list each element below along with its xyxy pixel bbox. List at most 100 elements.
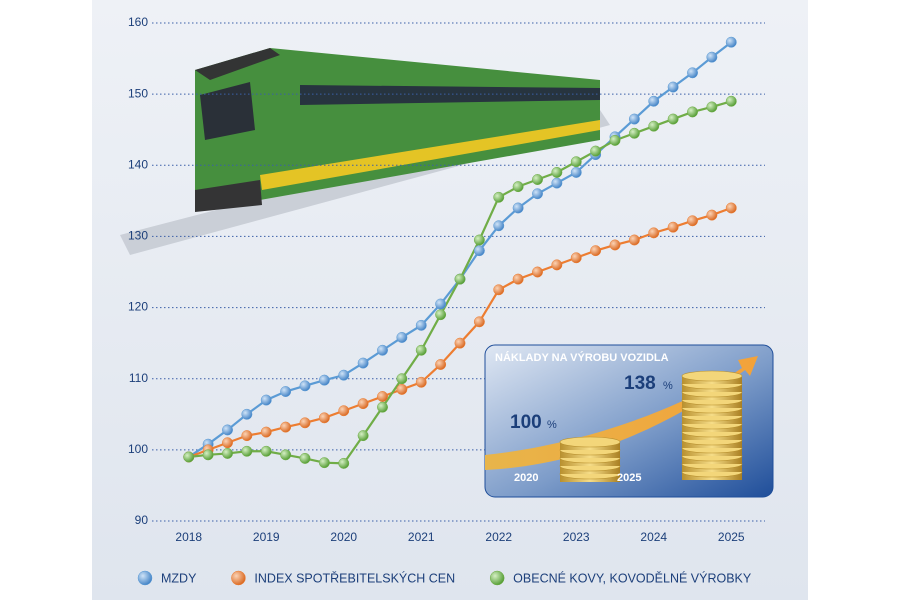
- y-tick-label: 160: [128, 15, 148, 29]
- data-point: [532, 188, 543, 200]
- data-point: [706, 209, 718, 221]
- series-group: [183, 36, 737, 469]
- data-point: [454, 337, 466, 349]
- data-point: [241, 445, 253, 457]
- data-point: [725, 36, 737, 48]
- x-tick-label: 2022: [485, 530, 512, 544]
- inset-unit: %: [547, 419, 557, 431]
- x-tick-label: 2018: [175, 530, 202, 544]
- y-tick-label: 150: [128, 86, 148, 100]
- data-point: [222, 447, 233, 459]
- data-point: [415, 319, 427, 331]
- x-tick-label: 2024: [640, 530, 667, 544]
- data-point: [706, 51, 718, 63]
- data-point: [338, 457, 350, 469]
- data-point: [222, 424, 233, 436]
- data-point: [241, 408, 253, 420]
- data-point: [687, 215, 698, 227]
- y-tick-label: 110: [129, 371, 148, 385]
- data-point: [435, 359, 447, 370]
- data-point: [338, 405, 350, 417]
- legend-label: INDEX SPOTŘEBITELSKÝCH CEN: [254, 570, 455, 585]
- data-point: [648, 95, 660, 107]
- data-point: [551, 166, 563, 178]
- data-point: [222, 437, 233, 449]
- data-point: [570, 166, 582, 178]
- data-point: [667, 221, 679, 233]
- x-tick-label: 2021: [408, 530, 435, 544]
- data-point: [299, 452, 311, 464]
- data-point: [687, 67, 698, 79]
- data-point: [415, 344, 427, 356]
- data-point: [628, 113, 640, 125]
- data-point: [570, 252, 582, 264]
- data-point: [532, 174, 543, 185]
- inset-year: 2025: [617, 472, 641, 484]
- data-point: [648, 227, 660, 239]
- data-point: [551, 177, 563, 189]
- inset-title: NÁKLADY NA VÝROBU VOZIDLA: [495, 351, 669, 364]
- inset-value: 100: [510, 412, 542, 433]
- data-point: [435, 309, 447, 321]
- data-point: [473, 316, 485, 328]
- inset-value: 138: [624, 373, 656, 394]
- data-point: [725, 202, 737, 214]
- data-point: [667, 113, 679, 125]
- data-point: [396, 332, 408, 343]
- data-point: [512, 181, 524, 193]
- data-point: [280, 421, 292, 433]
- data-point: [183, 451, 195, 463]
- data-point: [570, 156, 582, 168]
- legend-marker: [137, 570, 153, 586]
- x-tick-label: 2019: [253, 530, 280, 544]
- data-point: [260, 445, 272, 457]
- coin-top: [681, 370, 743, 382]
- y-tick-label: 100: [128, 442, 148, 456]
- inset-panel: NÁKLADY NA VÝROBU VOZIDLA 100 % 138 % 20…: [484, 344, 774, 498]
- legend-marker: [231, 570, 246, 586]
- data-point: [299, 380, 311, 392]
- data-point: [493, 191, 505, 203]
- data-point: [590, 145, 602, 157]
- data-point: [318, 412, 330, 424]
- data-point: [628, 127, 640, 139]
- data-point: [415, 376, 427, 388]
- data-point: [260, 394, 272, 406]
- data-point: [687, 106, 698, 118]
- data-point: [377, 391, 388, 402]
- inset-unit: %: [663, 380, 673, 392]
- data-point: [338, 369, 350, 381]
- data-point: [725, 95, 737, 107]
- legend-label: MZDY: [161, 571, 197, 585]
- data-point: [299, 417, 311, 429]
- data-point: [377, 401, 388, 413]
- inset-year: 2020: [514, 472, 538, 484]
- coin-stack: [681, 370, 743, 480]
- data-point: [396, 373, 408, 385]
- data-point: [435, 298, 447, 310]
- data-point: [241, 430, 253, 442]
- data-point: [357, 398, 369, 410]
- y-tick-label: 140: [128, 157, 148, 171]
- data-point: [318, 457, 330, 469]
- data-point: [706, 101, 718, 113]
- data-point: [512, 273, 524, 285]
- grid: 90 100 110 120 130 140 150 160: [128, 15, 765, 527]
- data-point: [473, 234, 485, 246]
- coin-stack: [559, 436, 621, 482]
- data-point: [454, 273, 466, 285]
- legend-marker: [489, 570, 505, 586]
- data-point: [396, 383, 408, 395]
- data-point: [532, 266, 543, 278]
- data-point: [280, 449, 292, 461]
- legend-label: OBECNÉ KOVY, KOVODĚLNÉ VÝROBKY: [513, 570, 752, 585]
- data-point: [609, 134, 621, 146]
- y-tick-label: 90: [135, 513, 149, 527]
- data-point: [202, 449, 214, 461]
- data-point: [667, 81, 679, 93]
- x-tick-label: 2020: [330, 530, 357, 544]
- data-point: [648, 120, 660, 132]
- data-point: [628, 234, 640, 246]
- x-tick-label: 2025: [718, 530, 745, 544]
